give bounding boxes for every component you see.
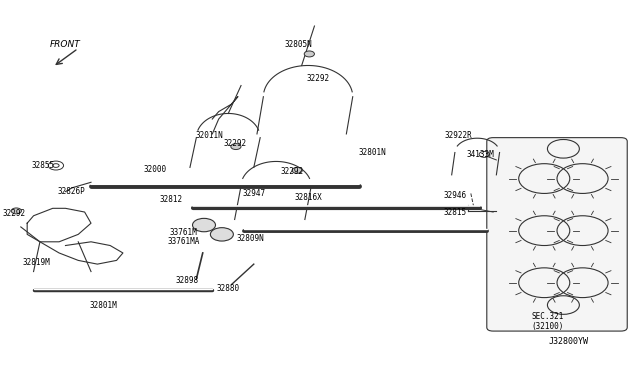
Circle shape (193, 218, 216, 232)
Text: FRONT: FRONT (50, 39, 81, 48)
Text: 32801N: 32801N (358, 148, 386, 157)
Text: 32819M: 32819M (23, 258, 51, 267)
Circle shape (231, 144, 241, 150)
Circle shape (304, 51, 314, 57)
Text: 32801M: 32801M (90, 301, 118, 310)
Text: 32812: 32812 (159, 195, 182, 203)
Text: 32898: 32898 (175, 276, 198, 285)
Text: 32816X: 32816X (294, 193, 322, 202)
Text: 32011N: 32011N (195, 131, 223, 140)
Text: 32292: 32292 (306, 74, 329, 83)
Circle shape (292, 167, 302, 173)
Text: SEC.321
(32100): SEC.321 (32100) (531, 312, 564, 331)
Text: 33761MA: 33761MA (168, 237, 200, 246)
Text: 32815: 32815 (444, 208, 467, 217)
Text: 32292: 32292 (223, 139, 246, 148)
Text: 32000: 32000 (143, 165, 166, 174)
Text: 32826P: 32826P (58, 187, 86, 196)
Text: 32292: 32292 (280, 167, 303, 176)
Text: 33761M: 33761M (170, 228, 198, 237)
Text: 32805N: 32805N (285, 40, 312, 49)
FancyBboxPatch shape (487, 138, 627, 331)
Text: 32880: 32880 (217, 284, 240, 293)
Circle shape (211, 228, 234, 241)
Circle shape (12, 208, 21, 214)
Text: 32947: 32947 (242, 189, 266, 198)
Text: 34133M: 34133M (467, 150, 494, 159)
Text: J32800YW: J32800YW (549, 337, 589, 346)
Text: 32809N: 32809N (237, 234, 264, 243)
Text: 32855: 32855 (31, 161, 54, 170)
Text: 32946: 32946 (444, 191, 467, 200)
Text: 32292: 32292 (3, 209, 26, 218)
Text: 32922R: 32922R (444, 131, 472, 140)
